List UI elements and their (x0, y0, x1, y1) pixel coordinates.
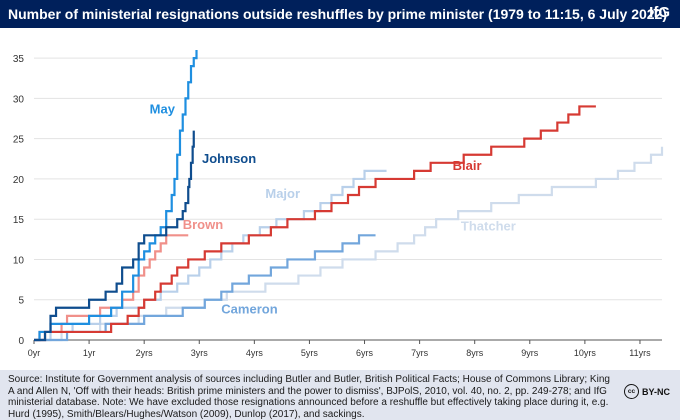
y-tick-label: 25 (13, 135, 25, 146)
x-tick-label: 4yrs (246, 348, 264, 358)
y-tick-label: 30 (13, 94, 25, 105)
ifg-logo: IfG (649, 4, 670, 21)
series-line-johnson (34, 130, 195, 342)
y-tick-label: 15 (13, 215, 25, 226)
chart-title: Number of ministerial resignations outsi… (8, 6, 667, 22)
series-label-may: May (150, 102, 176, 117)
series-label-johnson: Johnson (202, 151, 256, 166)
x-tick-label: 1yr (83, 348, 96, 358)
source-note: Source: Institute for Government analysi… (8, 374, 610, 420)
y-tick-label: 20 (13, 175, 25, 186)
series-label-major: Major (265, 186, 300, 201)
y-tick-label: 5 (18, 296, 24, 307)
axes: 0 5 10 15 20 25 30 35 0yr 1yr 2yrs 3yrs 4yrs 5yrs 6yrs… (13, 54, 662, 358)
series-line-may (34, 50, 198, 342)
x-tick-label: 8yrs (466, 348, 484, 358)
license-text: BY-NC (641, 386, 670, 397)
series-label-blair: Blair (453, 158, 482, 173)
gridlines (34, 57, 662, 301)
x-tick-label: 5yrs (301, 348, 319, 358)
y-tick-label: 10 (13, 255, 25, 266)
y-tick-label: 0 (18, 336, 24, 347)
series-line-major (34, 169, 387, 342)
x-tick-label: 6yrs (356, 348, 374, 358)
series-line-blair (34, 105, 596, 342)
x-tick-label: 9yrs (521, 348, 539, 358)
series-label-brown: Brown (183, 217, 224, 232)
x-tick-label: 10yrs (574, 348, 597, 358)
step-line-chart: 0 5 10 15 20 25 30 35 0yr 1yr 2yrs 3yrs 4yrs 5yrs 6yrs… (13, 50, 664, 358)
series-label-cameron: Cameron (221, 301, 277, 316)
series-lines (34, 50, 664, 342)
x-tick-label: 11yrs (629, 348, 651, 358)
x-tick-label: 3yrs (191, 348, 209, 358)
x-tick-label: 7yrs (411, 348, 429, 358)
license-badge: cc BY-NC (623, 384, 670, 399)
series-line-thatcher (34, 146, 664, 342)
x-tick-label: 2yrs (136, 348, 154, 358)
series-labels: Thatcher Major Cameron Brown Blair May Johnson (150, 102, 516, 317)
creative-commons-icon: cc (623, 384, 639, 399)
y-tick-label: 35 (13, 54, 25, 65)
chart-header: Number of ministerial resignations outsi… (0, 0, 680, 28)
x-tick-label: 0yr (28, 348, 41, 358)
series-label-thatcher: Thatcher (461, 218, 516, 233)
footer: Source: Institute for Government analysi… (0, 370, 680, 420)
